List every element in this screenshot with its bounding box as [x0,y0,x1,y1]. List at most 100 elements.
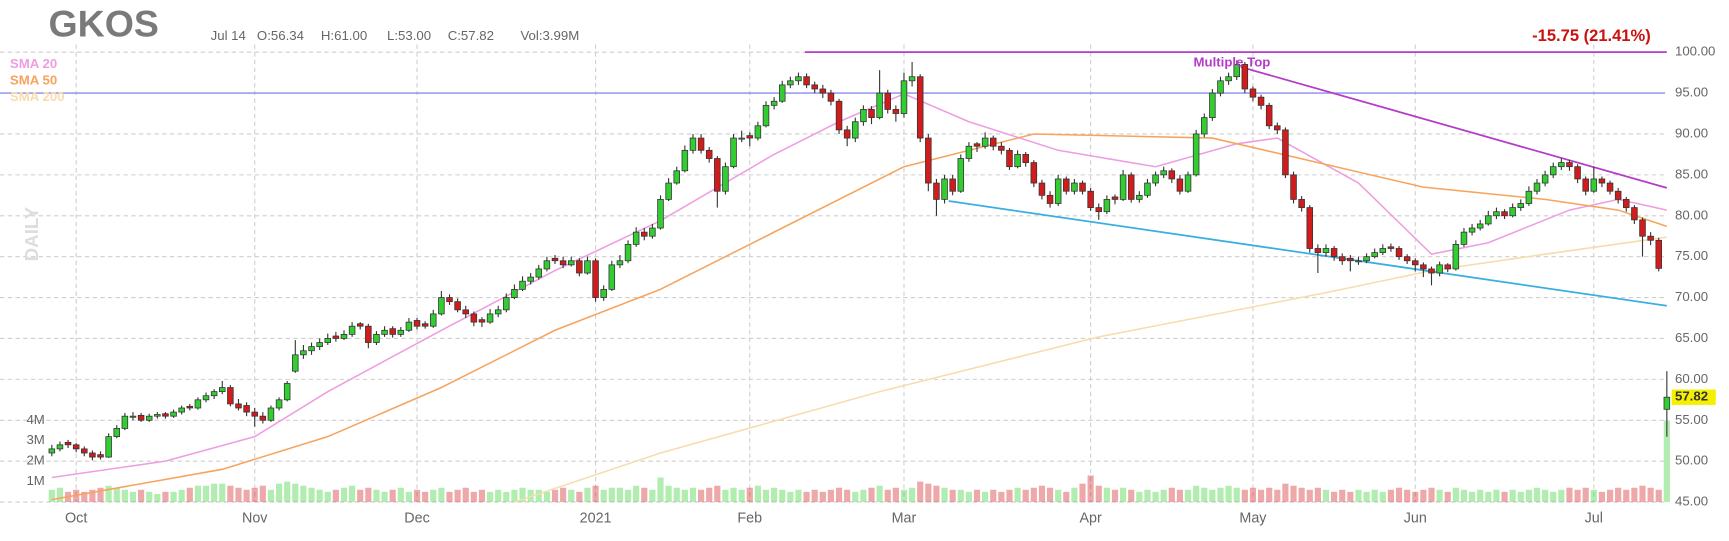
pattern-label: Multiple Top [1194,55,1271,70]
volume-bar [779,489,786,503]
volume-bar [1030,487,1037,503]
volume-bar [1217,487,1224,503]
volume-bar [202,485,210,503]
candle-body [1274,125,1281,131]
volume-bar [1249,487,1257,503]
x-tick-label: Jul [1585,510,1603,526]
volume-bar [1176,489,1183,503]
y-tick-label: 100.00 [1675,44,1715,59]
volume-bar [1225,485,1232,503]
candle-body [470,313,478,323]
volume-bar [284,481,291,503]
volume-bar [1257,489,1265,503]
volume-bar [275,483,283,503]
candle-body [503,297,510,311]
volume-bar [446,491,453,503]
volume-bar [211,483,218,503]
candle-body [137,414,145,421]
candle-body [1160,170,1167,176]
candle-body [827,92,835,102]
candle-body [1582,178,1589,192]
candle-body [608,264,616,290]
candle-body [1485,215,1492,225]
candle-body [1103,199,1111,213]
volume-bar [1428,487,1435,503]
volume-bar [754,485,761,503]
volume-bar [860,489,867,503]
candle-body [592,260,599,298]
volume-bar [1598,491,1606,503]
volume-bar [316,489,323,503]
volume-bar [1420,489,1427,503]
volume-tick-label: 4M [26,412,44,427]
candle-body [105,436,112,458]
candle-body [283,383,291,401]
trend-line [948,200,1667,307]
candle-body [600,288,607,298]
volume-bar [673,487,680,503]
volume-bar [535,489,542,503]
volume-bar [511,489,518,503]
candle-body [1014,154,1021,168]
volume-bar [1395,487,1403,503]
change-label: -15.75 (21.41%) [1532,26,1651,45]
y-tick-label: 75.00 [1675,248,1708,263]
candle-body [194,399,202,409]
candle-body [1501,211,1508,217]
volume-bar [1152,491,1159,503]
candle-body [1038,182,1046,196]
candle-body [843,129,851,139]
candle-body [860,109,867,123]
volume-bar [1615,487,1622,503]
y-tick-label: 90.00 [1675,125,1708,140]
candle-body [421,323,429,327]
candle-body [616,260,624,266]
volume-bar [714,485,721,503]
candle-body [324,338,332,343]
candle-body [1282,129,1289,176]
volume-bar [1623,489,1630,503]
volume-bar [1404,489,1411,503]
volume-bar [365,487,372,503]
volume-bar [1347,491,1354,503]
candle-body [876,92,883,118]
candle-body [1476,223,1484,229]
volume-bar [1071,487,1078,503]
volume-bar [227,485,234,503]
candle-body [154,414,161,417]
candle-body [762,104,770,127]
x-tick-label: Apr [1079,510,1102,526]
candle-body [275,399,283,409]
candle-body [243,405,250,413]
volume-bar [1160,489,1167,503]
candle-body [1330,248,1338,258]
volume-bar [389,489,396,503]
y-tick-label: 80.00 [1675,207,1708,222]
y-tick-label: 55.00 [1675,412,1708,427]
volume-bar [1436,489,1443,503]
candle-body [576,260,583,274]
candle-body [730,137,737,168]
candle-body [259,415,267,421]
volume-bar [486,491,494,503]
candle-body [1509,207,1516,217]
candle-body [567,260,575,266]
legend-label: SMA 200 [10,89,65,104]
volume-bar [1038,485,1046,503]
date: Jul 14 [211,28,246,43]
volume-bar [1055,489,1062,503]
y-tick-label: 95.00 [1675,85,1708,100]
candle-body [235,403,242,409]
volume-bar [973,489,981,503]
volume-bar [1290,485,1297,503]
volume-bar [1087,475,1094,503]
candle-body [365,325,372,343]
candle-body [1614,190,1622,200]
candle-body [332,335,340,339]
candle-body [1111,196,1119,200]
volume-bar [1046,487,1054,503]
x-tick-label: Mar [892,510,917,526]
volume-bar [909,487,916,503]
open-label: O:56.34 [257,28,304,43]
volume-bar [300,485,307,503]
